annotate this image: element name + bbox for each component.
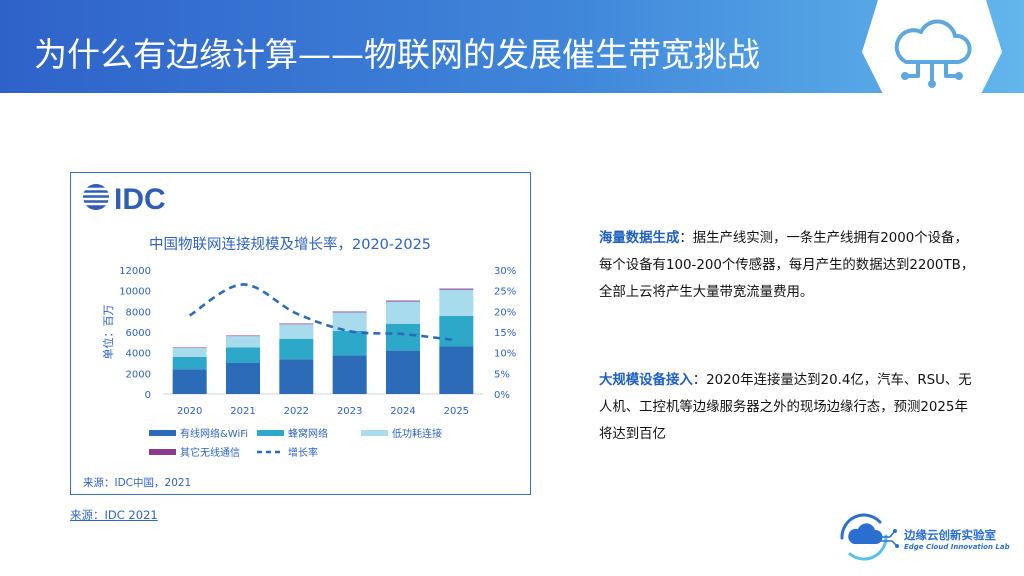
page-title: 为什么有边缘计算——物联网的发展催生带宽挑战 [34,35,760,74]
bar-segment [279,323,314,325]
bar-segment [226,336,260,348]
header-bar: 为什么有边缘计算——物联网的发展催生带宽挑战 [0,0,1024,93]
bar-segment [386,350,420,394]
point-massive-data: 海量数据生成：据生产线实测，一条生产线拥有2000个设备，每个设备有100-20… [599,225,979,306]
y2-tick-label: 30% [494,266,516,277]
bar-segment [172,356,207,370]
idc-logo-text: IDC [114,183,166,214]
idc-logo: IDC [82,183,166,214]
y-tick-label: 0 [145,390,151,401]
bar-segment [332,312,367,331]
bar-segment [172,347,207,349]
bar-segment [226,335,260,337]
chart-panel: IDC 中国物联网连接规模及增长率，2020-2025 0 2000 4000 600… [70,172,531,495]
legend-swatch [149,430,176,436]
bar-segment [172,369,207,394]
y-tick-label: 12000 [119,266,151,277]
chart-title: 中国物联网连接规模及增长率，2020-2025 [149,237,432,253]
cloud-circuit-icon [840,513,899,561]
bar-segment [439,346,474,394]
x-tick-label: 2021 [230,406,255,417]
y2-tick-label: 5% [494,369,510,380]
bar-segment [226,363,260,394]
y-tick-label: 6000 [126,328,151,339]
bar-segment [439,315,474,347]
legend-label: 增长率 [288,446,318,459]
y2-tick-label: 25% [494,287,516,298]
bar-segment [439,288,474,290]
legend-label: 有线网络&WiFi [180,427,248,440]
x-tick-label: 2023 [337,406,362,417]
legend-label: 低功耗连接 [392,427,442,440]
bar-segment [172,348,207,357]
lab-subtitle: Edge Cloud Innovation Lab [904,543,1010,551]
bar-segment [332,330,367,356]
bar-segment [332,311,367,313]
legend-swatch [257,430,284,436]
y-tick-label: 4000 [126,349,151,360]
chart-plot: 0 2000 4000 6000 8000 10000 12000 0% 5% 10% 15% 20%… [101,266,516,459]
y2-tick-label: 15% [494,328,516,339]
y2-tick-label: 20% [494,307,516,318]
legend-label: 蜂窝网络 [288,427,328,440]
source-link[interactable]: 来源：IDC 2021 [70,508,158,522]
point-device-access: 大规模设备接入：2020年连接量达到20.4亿，汽车、RSU、无人机、工控机等边… [599,367,979,448]
y-axis-label: 单位：百万 [101,305,115,360]
x-tick-label: 2020 [177,406,202,417]
legend-label: 其它无线通信 [180,446,240,459]
growth-rate-line [188,283,457,342]
bar-segment [386,323,420,351]
bar-segment [226,347,260,363]
bar-segment [386,301,420,324]
x-tick-label: 2024 [390,406,415,417]
bar-segment [386,300,420,302]
point-text: ：2020年连接量达到20.4亿，汽车、RSU、无人机、工控机等边缘服务器之外的… [599,373,972,442]
point-title: 大规模设备接入 [599,373,693,388]
y2-tick-label: 0% [494,390,510,401]
legend-swatch [361,430,388,436]
bar-segment [439,289,474,316]
x-tick-label: 2025 [444,406,469,417]
bar-segment [332,355,367,394]
y2-tick-label: 10% [494,349,516,360]
legend-swatch [149,449,176,455]
bar-segment [279,359,314,394]
lab-name: 边缘云创新实验室 [904,528,996,542]
y-tick-label: 8000 [126,307,151,318]
chart-source: 来源：IDC中国，2021 [83,477,192,489]
point-title: 海量数据生成 [599,231,680,246]
bar-segment [279,338,314,360]
y-tick-label: 10000 [119,287,151,298]
bar-segment [279,324,314,339]
point-text: ：据生产线实测，一条生产线拥有2000个设备，每个设备有100-200个传感器，… [599,231,975,300]
cloud-network-icon [862,0,1002,104]
y-tick-label: 2000 [126,369,151,380]
x-tick-label: 2022 [284,406,309,417]
